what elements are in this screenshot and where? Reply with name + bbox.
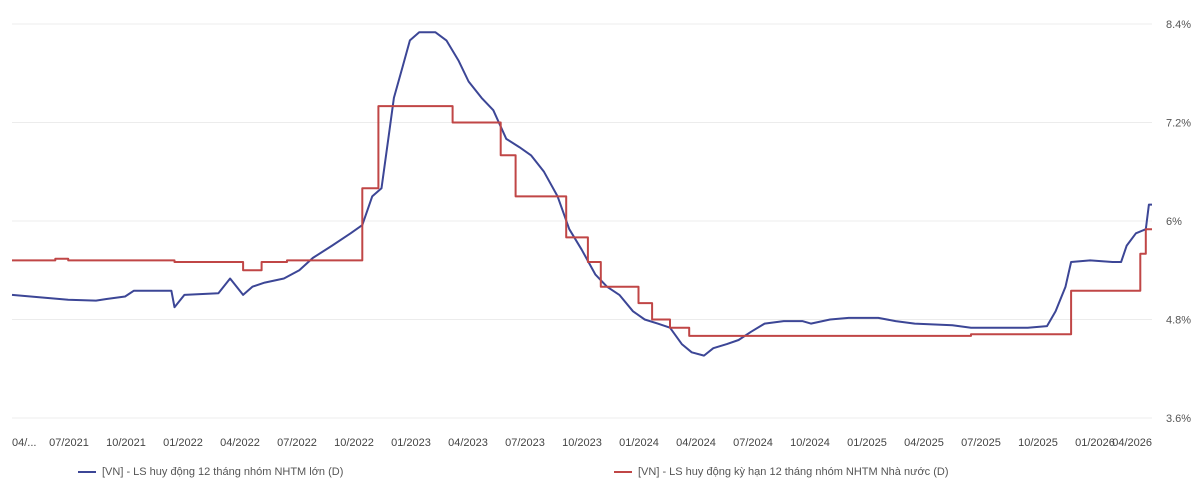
gridlines (12, 23, 1152, 419)
x-tick-label: 10/2022 (334, 437, 374, 449)
y-tick-label: 6% (1166, 216, 1182, 228)
y-tick-label: 8.4% (1166, 19, 1191, 31)
x-tick-label: 01/2026 (1075, 437, 1115, 449)
x-tick-label: 04/2025 (904, 437, 944, 449)
x-tick-label: 10/2021 (106, 437, 146, 449)
x-tick-label: 04/2022 (220, 437, 260, 449)
x-tick-label: 01/2022 (163, 437, 203, 449)
x-tick-label: 07/2021 (49, 437, 89, 449)
y-tick-label: 3.6% (1166, 413, 1191, 425)
y-axis-ticks: 8.4% 7.2% 6% 4.8% 3.6% (1166, 19, 1191, 425)
series-lines (11, 31, 1152, 357)
legend-swatch-1 (614, 471, 632, 473)
series-line-0[interactable] (11, 31, 1152, 357)
legend-label-0: [VN] - LS huy động 12 tháng nhóm NHTM lớ… (102, 466, 344, 478)
x-tick-label: 04/2024 (676, 437, 716, 449)
x-tick-label: 04/2023 (448, 437, 488, 449)
legend-swatch-0 (78, 471, 96, 473)
x-tick-label: 07/2023 (505, 437, 545, 449)
x-tick-label: 04/... (12, 437, 36, 449)
legend-item-0[interactable]: [VN] - LS huy động 12 tháng nhóm NHTM lớ… (78, 463, 343, 481)
x-tick-label: 07/2022 (277, 437, 317, 449)
x-axis-ticks: 04/... 07/2021 10/2021 01/2022 04/2022 07/202… (12, 437, 1152, 449)
legend-label-1: [VN] - LS huy động kỳ hạn 12 tháng nhóm … (638, 466, 949, 478)
x-tick-label: 10/2023 (562, 437, 602, 449)
x-tick-label: 10/2025 (1018, 437, 1058, 449)
x-tick-label: 07/2025 (961, 437, 1001, 449)
x-tick-label: 01/2024 (619, 437, 659, 449)
x-tick-label: 07/2024 (733, 437, 773, 449)
y-tick-label: 7.2% (1166, 118, 1191, 130)
x-tick-label: 01/2023 (391, 437, 431, 449)
legend-item-1[interactable]: [VN] - LS huy động kỳ hạn 12 tháng nhóm … (614, 463, 949, 481)
series-line-1[interactable] (12, 105, 1152, 337)
x-tick-label: 01/2025 (847, 437, 887, 449)
y-tick-label: 4.8% (1166, 315, 1191, 327)
x-tick-label: 04/2026 (1112, 437, 1152, 449)
x-tick-label: 10/2024 (790, 437, 830, 449)
